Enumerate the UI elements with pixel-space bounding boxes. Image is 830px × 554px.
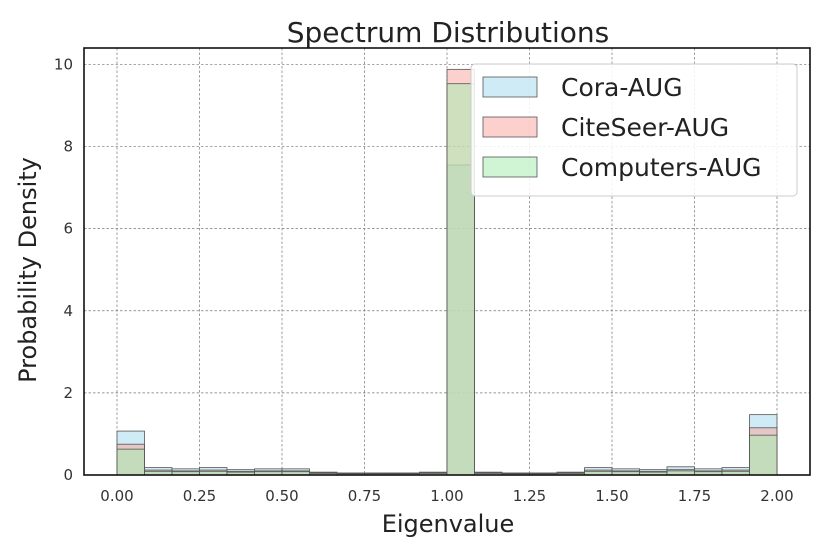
y-tick-label: 10: [54, 55, 73, 73]
histogram-bar: [749, 434, 778, 476]
x-tick-label: 0.25: [183, 487, 216, 505]
y-axis-ticks: 0 2 4 6 8 10: [54, 55, 73, 484]
x-axis-ticks: 0.00 0.25 0.50 0.75 1.00 1.25 1.50 1.75 2.00: [100, 487, 793, 505]
histogram-bar: [446, 83, 475, 476]
legend-box: [470, 63, 798, 197]
plot-area: [83, 47, 811, 476]
y-tick-label: 0: [63, 466, 73, 484]
legend: Cora-AUG CiteSeer-AUG Computers-AUG: [470, 63, 798, 197]
legend-swatch: [482, 116, 538, 138]
y-tick-label: 2: [63, 384, 73, 402]
y-tick-label: 6: [63, 220, 73, 238]
x-tick-label: 0.50: [265, 487, 298, 505]
y-axis-title: Probability Density: [14, 157, 42, 383]
legend-label: Computers-AUG: [561, 153, 762, 182]
legend-swatch: [482, 156, 538, 178]
x-tick-label: 2.00: [760, 487, 793, 505]
histogram-bars: [116, 68, 778, 476]
x-tick-label: 1.25: [513, 487, 546, 505]
x-tick-label: 1.50: [595, 487, 628, 505]
legend-label: Cora-AUG: [561, 73, 683, 102]
chart-title: Spectrum Distributions: [287, 16, 610, 49]
x-axis-title: Eigenvalue: [382, 510, 515, 538]
x-tick-label: 1.75: [678, 487, 711, 505]
x-tick-label: 0.00: [100, 487, 133, 505]
x-tick-label: 0.75: [348, 487, 381, 505]
legend-label: CiteSeer-AUG: [561, 113, 729, 142]
y-tick-label: 8: [63, 138, 73, 156]
y-tick-label: 4: [63, 302, 73, 320]
histogram-bar: [116, 448, 145, 476]
x-tick-label: 1.00: [430, 487, 463, 505]
legend-swatch: [482, 76, 538, 98]
